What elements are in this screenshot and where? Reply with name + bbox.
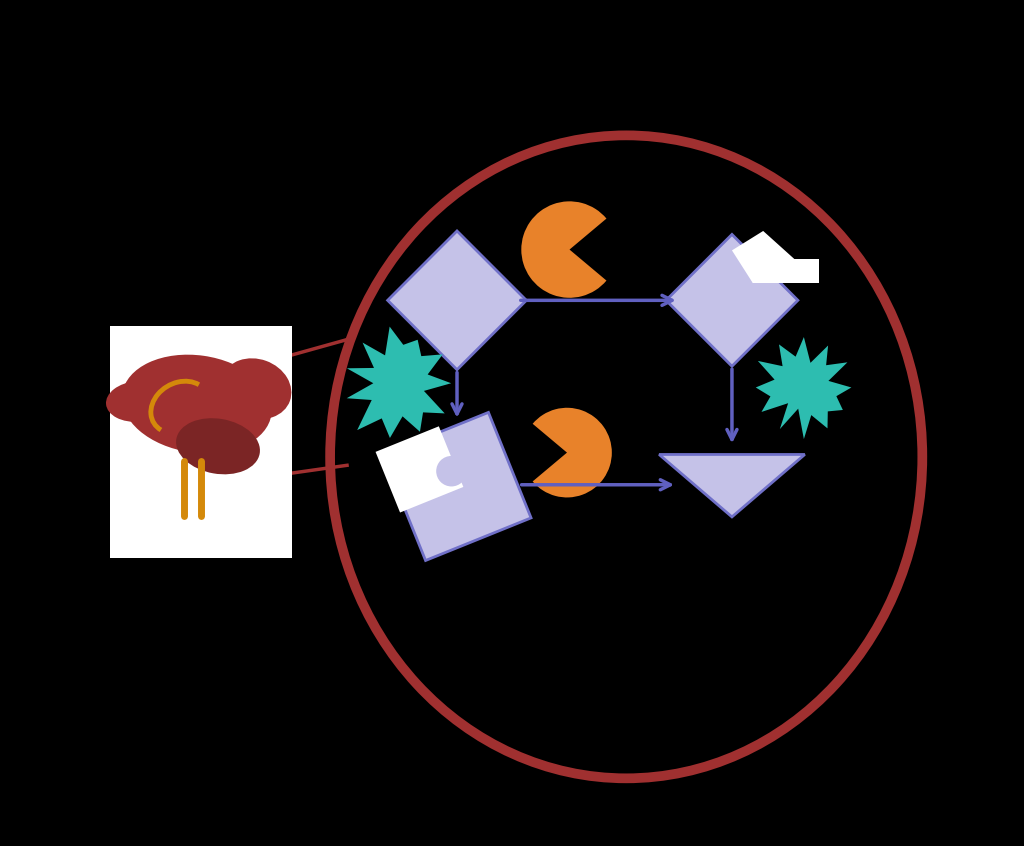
Wedge shape [532,408,611,497]
Polygon shape [388,231,526,370]
Ellipse shape [106,381,169,422]
Polygon shape [383,412,531,561]
Circle shape [436,456,467,486]
Polygon shape [659,454,805,517]
Bar [111,326,292,558]
Wedge shape [521,201,606,298]
Ellipse shape [221,359,292,419]
Polygon shape [376,426,463,513]
Ellipse shape [176,418,260,475]
Polygon shape [347,327,452,438]
Ellipse shape [122,354,271,453]
Polygon shape [756,337,851,439]
Polygon shape [666,234,798,366]
Polygon shape [742,259,818,283]
Polygon shape [732,231,798,283]
